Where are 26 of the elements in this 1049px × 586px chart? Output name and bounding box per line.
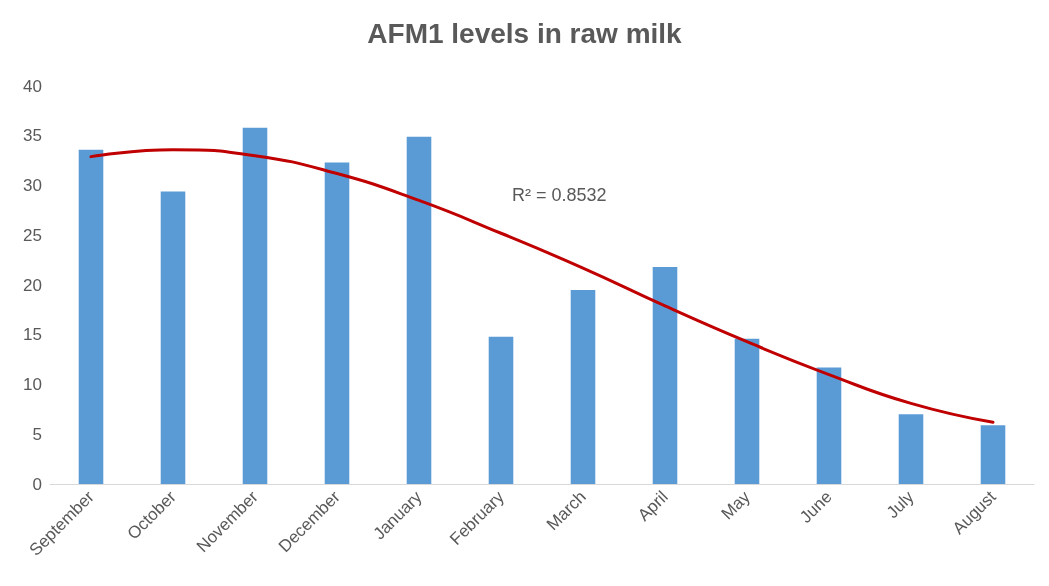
bar [406, 136, 432, 484]
y-tick-label: 25 [23, 225, 42, 245]
bar [898, 414, 924, 484]
bar [734, 338, 760, 484]
x-tick-label: July [882, 486, 919, 523]
y-tick-label: 20 [23, 275, 42, 295]
bar [78, 149, 104, 484]
line-series [89, 148, 995, 424]
y-tick-label: 0 [32, 474, 42, 494]
y-tick-label: 10 [23, 375, 42, 394]
y-tick-label: 35 [23, 126, 42, 146]
y-tick-label: 5 [32, 424, 42, 444]
bar [160, 191, 186, 484]
x-tick-label: May [717, 486, 755, 524]
bar [324, 162, 350, 484]
y-tick-label: 30 [23, 176, 42, 195]
bar [488, 336, 514, 484]
y-tick-label: 15 [23, 325, 42, 345]
bar [816, 367, 842, 484]
y-tick-label: 40 [23, 76, 42, 96]
bar [980, 425, 1006, 484]
bar [652, 267, 678, 484]
annotation: R² = 0.8532 [512, 185, 607, 205]
bar [570, 289, 596, 484]
chart-title: AFM1 levels in raw milk [367, 17, 683, 49]
bar [242, 127, 268, 484]
